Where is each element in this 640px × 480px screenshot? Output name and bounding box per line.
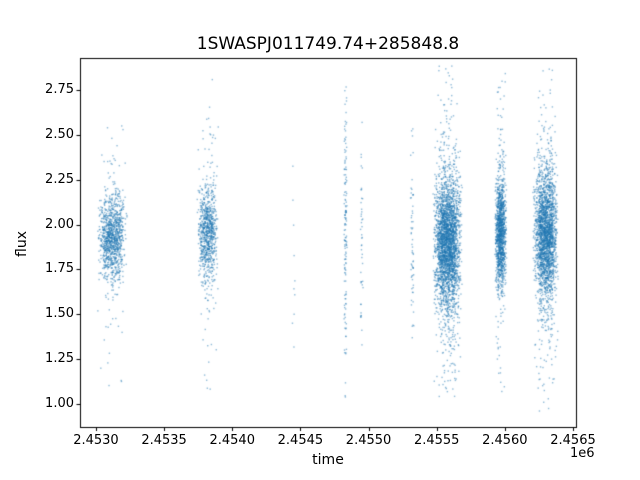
x-axis-label: time (312, 452, 344, 468)
y-tick-label: 2.50 (45, 127, 74, 143)
x-tick-label: 2.4535 (141, 433, 187, 448)
y-tick-label: 1.25 (45, 350, 74, 366)
x-axis-offset-label: 1e6 (570, 446, 595, 461)
x-tick-label: 2.4565 (550, 433, 596, 448)
y-tick-label: 1.75 (45, 261, 74, 277)
x-tick-label: 2.4530 (73, 433, 119, 448)
y-tick-label: 2.75 (45, 82, 74, 98)
y-tick-label: 2.00 (45, 216, 74, 232)
y-tick-label: 1.00 (45, 395, 74, 411)
x-tick-label: 2.4550 (345, 433, 392, 448)
x-tick-label: 2.4540 (209, 433, 255, 448)
x-tick-label: 2.4545 (277, 433, 324, 448)
y-tick-label: 2.25 (45, 171, 74, 187)
y-tick-label: 1.50 (45, 306, 74, 322)
chart-title: 1SWASPJ011749.74+285848.8 (196, 34, 460, 54)
x-tick-label: 2.4560 (482, 433, 528, 448)
x-tick-label: 2.4555 (413, 433, 460, 448)
